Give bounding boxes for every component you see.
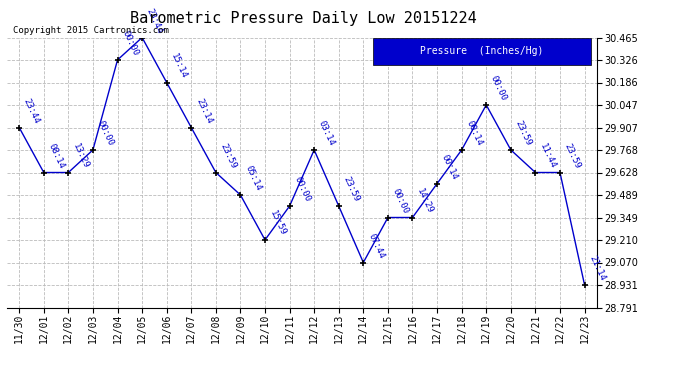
Text: Barometric Pressure Daily Low 20151224: Barometric Pressure Daily Low 20151224 [130, 11, 477, 26]
Text: 00:14: 00:14 [464, 119, 484, 147]
Text: 15:14: 15:14 [170, 51, 189, 80]
Text: 11:44: 11:44 [538, 141, 558, 170]
Text: 00:14: 00:14 [440, 153, 460, 181]
Text: Pressure  (Inches/Hg): Pressure (Inches/Hg) [420, 46, 544, 56]
Text: 00:00: 00:00 [293, 175, 312, 203]
Text: 00:00: 00:00 [489, 74, 509, 102]
Text: 15:59: 15:59 [268, 209, 287, 237]
Text: Copyright 2015 Cartronics.com: Copyright 2015 Cartronics.com [13, 26, 168, 35]
Text: 23:59: 23:59 [513, 119, 533, 147]
Text: 23:59: 23:59 [342, 175, 361, 203]
Text: 23:59: 23:59 [563, 141, 582, 170]
Text: 13:29: 13:29 [71, 141, 90, 170]
Text: 00:00: 00:00 [120, 29, 140, 57]
Text: 07:44: 07:44 [366, 231, 386, 260]
Text: 00:00: 00:00 [391, 186, 410, 215]
Text: 08:14: 08:14 [46, 141, 66, 170]
Text: 05:14: 05:14 [243, 164, 263, 192]
Text: 14:29: 14:29 [415, 186, 435, 215]
Text: 23:14: 23:14 [194, 96, 213, 125]
FancyBboxPatch shape [373, 38, 591, 64]
Text: 00:00: 00:00 [96, 119, 115, 147]
Text: 23:59: 23:59 [219, 141, 238, 170]
Text: 03:14: 03:14 [317, 119, 337, 147]
Text: 23:44: 23:44 [145, 6, 164, 35]
Text: 21:14: 21:14 [587, 254, 607, 282]
Text: 23:44: 23:44 [22, 96, 41, 125]
